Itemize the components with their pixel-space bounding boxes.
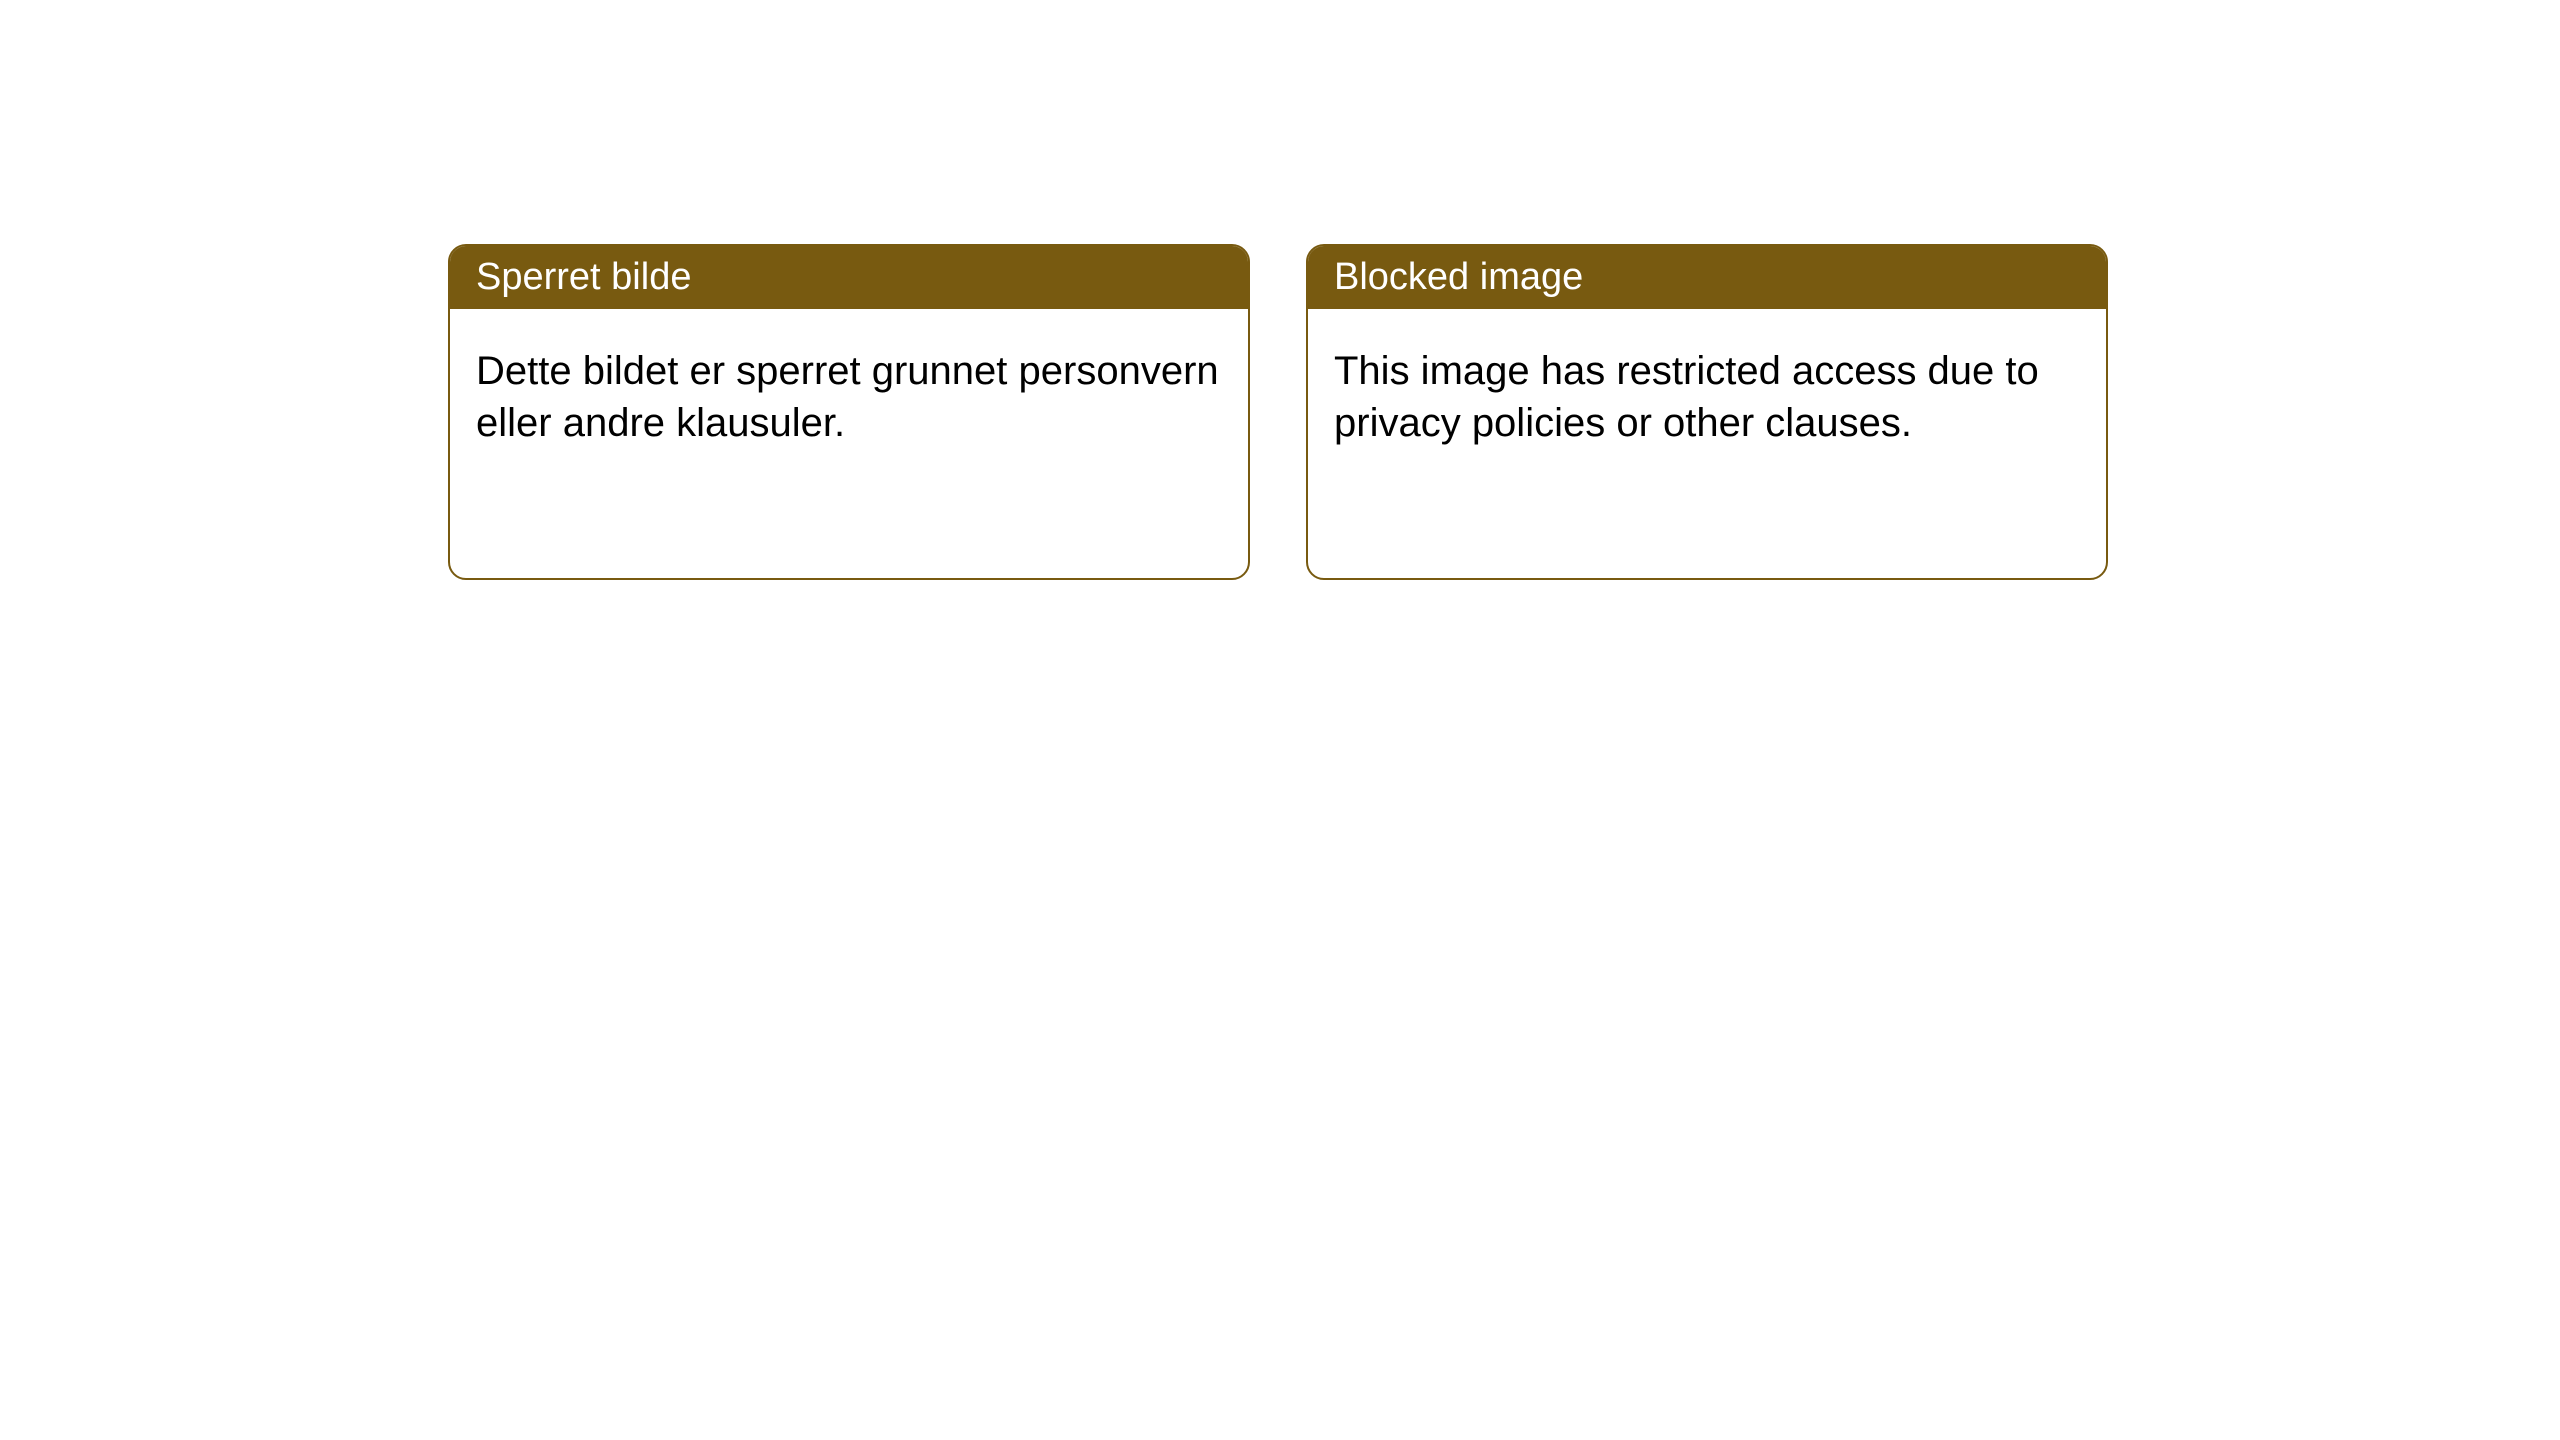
notice-card-text: Dette bildet er sperret grunnet personve… bbox=[476, 349, 1219, 445]
notice-cards-container: Sperret bilde Dette bildet er sperret gr… bbox=[0, 0, 2560, 580]
notice-card-text: This image has restricted access due to … bbox=[1334, 349, 2039, 445]
notice-card-norwegian: Sperret bilde Dette bildet er sperret gr… bbox=[448, 244, 1250, 580]
notice-card-body: This image has restricted access due to … bbox=[1308, 309, 2106, 485]
notice-card-body: Dette bildet er sperret grunnet personve… bbox=[450, 309, 1248, 485]
notice-card-title: Sperret bilde bbox=[476, 256, 691, 298]
notice-card-header: Sperret bilde bbox=[450, 246, 1248, 309]
notice-card-english: Blocked image This image has restricted … bbox=[1306, 244, 2108, 580]
notice-card-header: Blocked image bbox=[1308, 246, 2106, 309]
notice-card-title: Blocked image bbox=[1334, 256, 1583, 298]
